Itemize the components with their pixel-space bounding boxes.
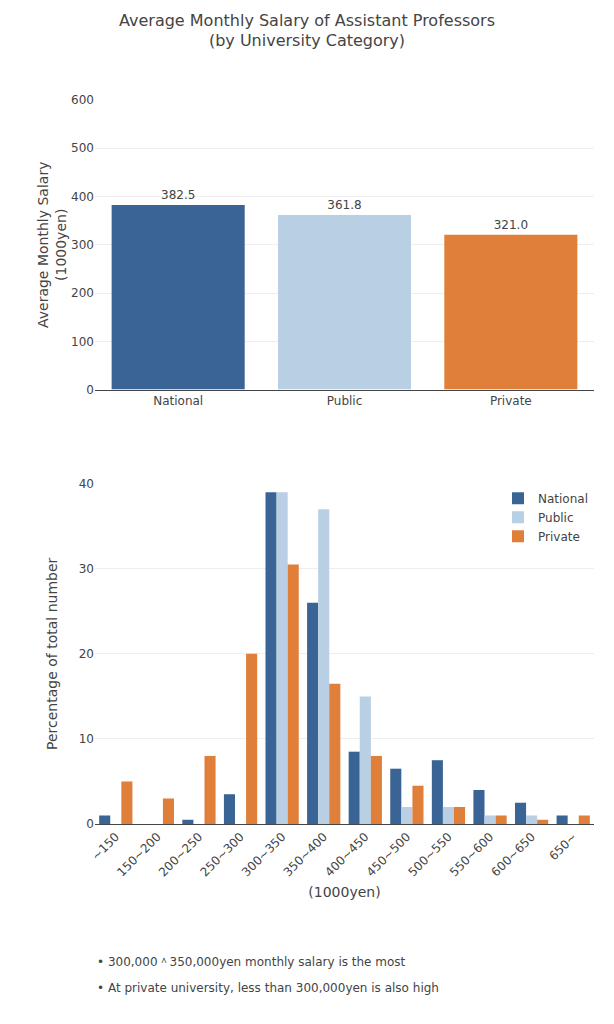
- svg-text:~150: ~150: [89, 830, 122, 863]
- svg-text:200~250: 200~250: [156, 830, 205, 879]
- svg-text:Private: Private: [490, 394, 532, 408]
- svg-text:Public: Public: [538, 511, 574, 525]
- svg-text:500~550: 500~550: [405, 830, 454, 879]
- svg-text:100: 100: [71, 335, 94, 349]
- svg-text:600~650: 600~650: [489, 830, 538, 879]
- svg-text:150~200: 150~200: [114, 830, 163, 879]
- svg-text:Percentage of total number: Percentage of total number: [44, 557, 60, 749]
- svg-text:600: 600: [71, 93, 94, 107]
- svg-text:0: 0: [86, 817, 94, 831]
- svg-text:382.5: 382.5: [161, 188, 195, 202]
- svg-text:300: 300: [71, 238, 94, 252]
- svg-text:550~600: 550~600: [447, 830, 496, 879]
- svg-text:30: 30: [79, 562, 94, 576]
- svg-text:321.0: 321.0: [494, 218, 528, 232]
- svg-text:250~300: 250~300: [197, 830, 246, 879]
- svg-text:400~450: 400~450: [322, 830, 371, 879]
- svg-text:400: 400: [71, 190, 94, 204]
- svg-text:20: 20: [79, 647, 94, 661]
- svg-text:Average Monthly Salary of Assi: Average Monthly Salary of Assistant Prof…: [119, 11, 495, 51]
- svg-text:300~350: 300~350: [239, 830, 288, 879]
- svg-text:National: National: [153, 394, 203, 408]
- svg-text:0: 0: [86, 383, 94, 397]
- svg-text:• At private university, less: • At private university, less than 300,0…: [97, 981, 439, 995]
- svg-text:361.8: 361.8: [327, 198, 361, 212]
- svg-text:200: 200: [71, 286, 94, 300]
- svg-text:40: 40: [79, 477, 94, 491]
- svg-text:National: National: [538, 492, 588, 506]
- svg-text:500: 500: [71, 141, 94, 155]
- svg-text:650~: 650~: [546, 830, 579, 863]
- svg-text:10: 10: [79, 732, 94, 746]
- svg-text:(1000yen): (1000yen): [308, 884, 380, 900]
- svg-text:450~500: 450~500: [364, 830, 413, 879]
- svg-text:Average Monthly Salary(1000yen: Average Monthly Salary(1000yen): [35, 162, 69, 328]
- svg-text:350~400: 350~400: [281, 830, 330, 879]
- svg-text:Public: Public: [327, 394, 363, 408]
- svg-text:Private: Private: [538, 530, 580, 544]
- svg-text:• 300,000＾350,000yen monthly s: • 300,000＾350,000yen monthly salary is t…: [97, 955, 406, 969]
